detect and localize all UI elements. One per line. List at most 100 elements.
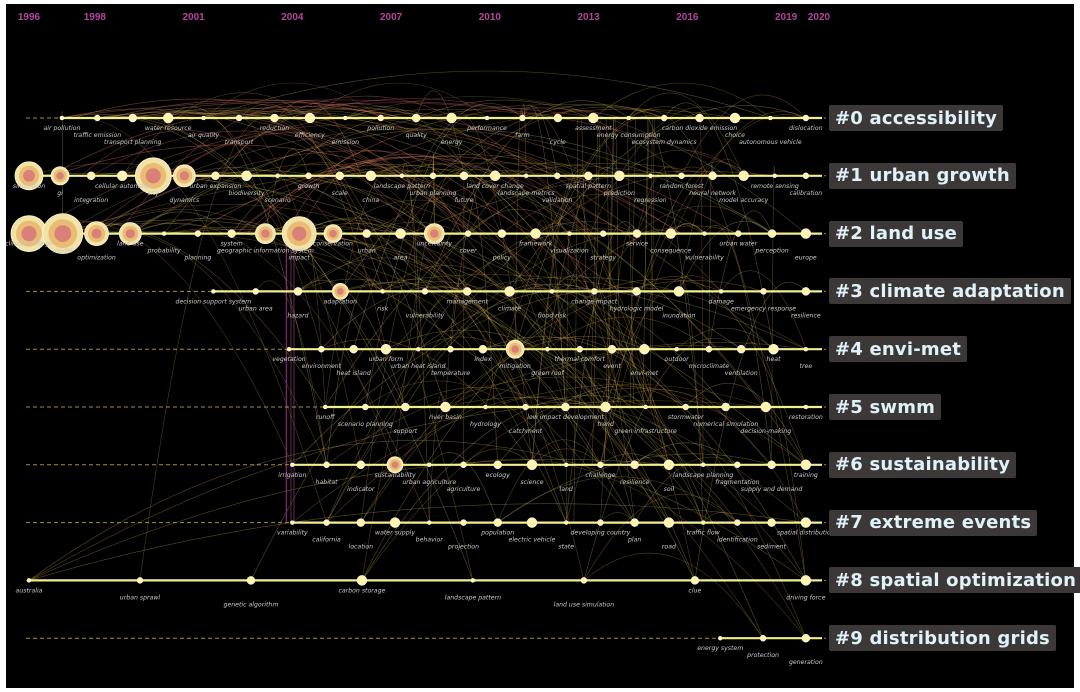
cluster-label: #3 climate adaptation [835,280,1065,302]
keyword-label: index [474,356,491,363]
citation-arc [522,104,566,408]
citation-arc [203,82,381,119]
keyword-node [590,288,598,295]
citation-arc [485,396,807,639]
keyword-node [597,519,604,526]
citation-arc [600,161,744,465]
keyword-label: validation [542,196,573,204]
citation-arc [298,160,403,234]
keyword-node [767,229,777,238]
citation-arc [432,153,435,234]
citation-arc [704,224,772,465]
keyword-label: scenario [264,197,290,204]
cluster-label-box: #3 climate adaptation [829,278,1071,305]
citation-arc [238,103,387,350]
keyword-label: adaptation [324,297,358,305]
keyword-label: air pollution [43,124,80,132]
citation-arc [467,162,589,234]
keyword-label: management [447,297,489,305]
citation-arc [547,167,620,350]
keyword-node [563,520,569,525]
citation-arc [482,336,807,581]
keyword-label: regression [634,197,667,204]
citation-arc [339,154,536,234]
citation-arc [28,400,766,581]
keyword-node [630,518,639,527]
keyword-label: change impact [571,297,618,305]
keyword-node [335,171,344,181]
citation-arc [130,211,232,234]
keyword-label: cellular automata [95,182,150,190]
keyword-label: envi-met [631,369,659,377]
keyword-node-core [336,288,344,295]
keyword-label: spatial pattern [566,182,611,190]
keyword-node [700,462,706,468]
keyword-label: vulnerability [406,311,445,319]
citation-arc [299,217,567,465]
keyword-label: urban water [719,240,757,248]
keyword-label: emergency response [731,305,796,312]
keyword-node [767,460,776,470]
citation-arc [424,100,629,292]
keyword-label: model [53,248,73,255]
citation-arc [353,103,523,350]
keyword-node [440,401,451,413]
citation-arc [361,278,722,581]
citation-arc [501,193,705,234]
citation-arc [720,270,807,350]
citation-link [649,117,653,408]
cluster-label-box: #6 sustainability [829,451,1017,478]
year-label-2020: 2020 [808,12,831,23]
keyword-node [380,343,392,355]
citation-arc [97,109,705,234]
keyword-node [526,517,538,528]
citation-arc [694,281,807,581]
keyword-label: perception [754,247,788,255]
keyword-label: service [626,241,648,248]
keyword-node [801,633,811,643]
keyword-node [493,518,502,527]
citation-arc [628,92,744,176]
citation-arc [418,288,742,350]
citation-arc [535,222,670,465]
keyword-node-core [329,229,337,238]
keyword-label: training [794,471,818,479]
keyword-label: fragmentation [715,478,759,486]
citation-arc [497,453,772,523]
keyword-label: traffic flow [687,529,721,537]
keyword-label: low impact development [527,413,604,421]
citation-arc [332,199,503,234]
citation-arc [326,174,713,523]
year-label-2016: 2016 [676,12,699,23]
citation-arc [170,111,458,292]
citation-arc [308,162,606,408]
citation-arc [326,345,742,523]
keyword-label: visualization [550,247,589,255]
cluster-label-box: #7 extreme events [829,509,1038,536]
year-label-2013: 2013 [577,12,600,23]
keyword-label: choice [725,132,745,139]
keyword-node [241,170,252,182]
citation-link [642,117,649,408]
cluster-label: #2 land use [835,223,958,245]
keyword-label: quality [406,131,428,139]
citation-arc [139,116,275,581]
keyword-node [800,517,812,528]
keyword-label: landscape metrics [498,189,555,197]
citation-link [606,117,610,292]
keyword-label: landscape pattern [445,593,501,601]
keyword-node [128,113,138,123]
keyword-label: transport planning [104,138,161,146]
citation-arc [61,111,64,234]
citation-arc [345,96,807,234]
keyword-label: california [312,537,341,544]
keyword-node [678,172,685,180]
keyword-node [718,635,723,641]
keyword-label: urban [358,248,376,255]
citation-arc [681,94,807,176]
keyword-node-core [511,345,519,353]
citation-arc [382,281,670,465]
keyword-label: habitat [316,478,339,486]
citation-arc [274,110,764,639]
keyword-node [760,401,772,413]
